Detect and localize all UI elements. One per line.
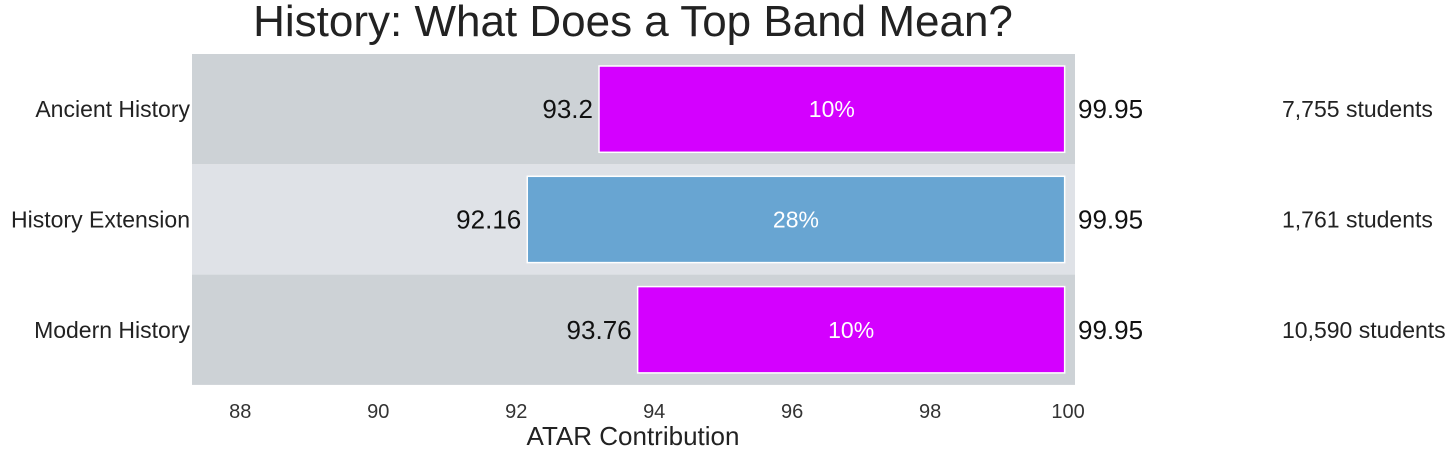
category-label: History Extension (11, 206, 190, 232)
end-value-label: 99.95 (1078, 204, 1143, 234)
percent-label: 28% (773, 206, 819, 232)
percent-label: 10% (828, 317, 874, 343)
plot-area: Ancient History 93.2 10% 99.95 7,755 student… (11, 54, 1446, 423)
category-label: Ancient History (35, 96, 190, 122)
start-value-label: 92.16 (456, 204, 521, 234)
range-bar (598, 65, 1066, 154)
start-value-label: 93.76 (567, 315, 632, 345)
x-axis-label: ATAR Contribution (527, 421, 740, 451)
percent-label: 10% (809, 96, 855, 122)
student-count-label: 10,590 students (1282, 317, 1446, 343)
student-count-label: 7,755 students (1282, 96, 1433, 122)
end-value-label: 99.95 (1078, 94, 1143, 124)
x-tick-label: 96 (781, 401, 803, 423)
x-tick-label: 88 (229, 401, 251, 423)
x-tick-label: 92 (505, 401, 527, 423)
end-value-label: 99.95 (1078, 315, 1143, 345)
start-value-label: 93.2 (542, 94, 593, 124)
x-tick-label: 90 (367, 401, 389, 423)
range-bar (636, 285, 1066, 374)
range-bar (526, 175, 1066, 264)
x-tick-label: 100 (1051, 401, 1084, 423)
chart-title: History: What Does a Top Band Mean? (253, 0, 1013, 46)
x-tick-label: 98 (919, 401, 941, 423)
student-count-label: 1,761 students (1282, 206, 1433, 232)
category-label: Modern History (34, 317, 190, 343)
x-tick-label: 94 (643, 401, 665, 423)
